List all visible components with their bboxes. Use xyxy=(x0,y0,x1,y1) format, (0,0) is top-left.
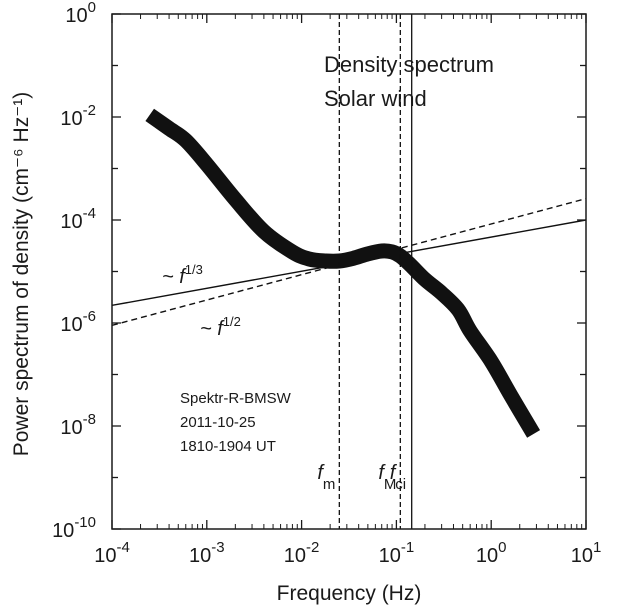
y-tick-base: 10 xyxy=(60,211,82,233)
x-tick-base: 10 xyxy=(379,545,401,567)
y-tick-label: 10-6 xyxy=(60,308,96,336)
annotation-info-line-2: 2011-10-25 xyxy=(180,414,256,431)
x-tick-label: 10-4 xyxy=(94,539,130,567)
x-tick-exponent: 0 xyxy=(498,539,506,556)
annotation-info-line-1: Spektr-R-BMSW xyxy=(180,390,292,407)
tick-marks xyxy=(111,13,587,530)
x-tick-exponent: -4 xyxy=(116,539,129,556)
vertical-line-label-main: f xyxy=(390,462,398,484)
vertical-line-label-fci: fci xyxy=(390,462,406,493)
y-tick-exponent: -4 xyxy=(83,205,96,222)
vertical-line-label-fm: fm xyxy=(317,462,335,493)
y-tick-base: 10 xyxy=(60,108,82,130)
vertical-line-label-sub: M xyxy=(384,476,397,493)
x-tick-base: 10 xyxy=(94,545,116,567)
y-tick-exponent: -10 xyxy=(74,514,96,531)
y-tick-label: 10-8 xyxy=(60,411,96,439)
x-tick-label: 101 xyxy=(571,539,602,567)
x-tick-base: 10 xyxy=(284,545,306,567)
y-tick-base: 10 xyxy=(52,520,74,542)
vertical-line-label-sub: m xyxy=(323,476,336,493)
x-tick-exponent: -3 xyxy=(211,539,224,556)
y-tick-label: 10-10 xyxy=(52,514,96,542)
vertical-line-label-main: f xyxy=(317,462,325,484)
slope-solid-label: ~ f1/3 xyxy=(162,262,203,288)
x-tick-label: 10-2 xyxy=(284,539,320,567)
x-tick-exponent: -1 xyxy=(401,539,414,556)
y-tick-label: 100 xyxy=(65,0,96,27)
y-tick-base: 10 xyxy=(65,5,87,27)
x-tick-exponent: -2 xyxy=(306,539,319,556)
slope-dashed-exponent: 1/2 xyxy=(223,314,241,329)
x-tick-base: 10 xyxy=(189,545,211,567)
vertical-line-label-main: f xyxy=(378,462,386,484)
y-tick-exponent: 0 xyxy=(88,0,96,16)
y-tick-exponent: -8 xyxy=(83,411,96,428)
series-density-spectrum xyxy=(145,108,541,438)
slope-solid-prefix: ~ f xyxy=(162,266,187,288)
slope-solid-exponent: 1/3 xyxy=(185,262,203,277)
y-tick-base: 10 xyxy=(60,314,82,336)
x-tick-label: 100 xyxy=(476,539,507,567)
x-tick-base: 10 xyxy=(476,545,498,567)
x-axis-title: Frequency (Hz) xyxy=(277,582,422,605)
y-axis-title: Power spectrum of density (cm⁻⁶ Hz⁻¹) xyxy=(10,92,33,457)
annotation-info-line-3: 1810-1904 UT xyxy=(180,438,276,455)
slope-dashed-label: ~ f1/2 xyxy=(200,314,241,340)
y-tick-label: 10-2 xyxy=(60,102,96,130)
y-tick-label: 10-4 xyxy=(60,205,96,233)
vertical-line-label-sub: ci xyxy=(395,476,406,493)
slope-dashed-prefix: ~ f xyxy=(200,318,225,340)
vertical-line-label-fM: fM xyxy=(378,462,396,493)
x-tick-base: 10 xyxy=(571,545,593,567)
x-tick-label: 10-1 xyxy=(379,539,415,567)
y-tick-base: 10 xyxy=(60,417,82,439)
y-tick-exponent: -6 xyxy=(83,308,96,325)
tick-labels: 10-4 10-3 10-2 10-1 100 10110-1010-810-610-41… xyxy=(52,0,601,567)
x-tick-label: 10-3 xyxy=(189,539,225,567)
annotation-title-line-1: Density spectrum xyxy=(324,52,494,77)
x-tick-exponent: 1 xyxy=(593,539,601,556)
series-layer xyxy=(112,108,586,438)
annotation-title-line-2: Solar wind xyxy=(324,86,427,111)
y-tick-exponent: -2 xyxy=(83,102,96,119)
